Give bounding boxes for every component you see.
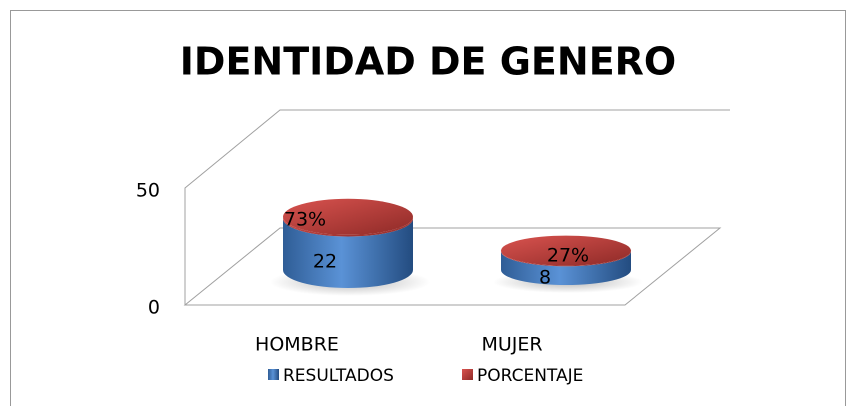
x-tick-label: MUJER <box>481 334 542 356</box>
y-tick-label: 0 <box>148 297 160 319</box>
legend-label: RESULTADOS <box>283 366 394 386</box>
y-tick-label: 50 <box>136 180 160 202</box>
plot-frame <box>183 109 730 306</box>
legend-swatch <box>462 369 473 380</box>
chart-title: IDENTIDAD DE GENERO <box>180 40 676 84</box>
legend-label: PORCENTAJE <box>477 366 583 386</box>
cylinder-top <box>501 235 631 266</box>
cylinder-top <box>283 198 413 235</box>
cylinder-segment <box>501 251 631 285</box>
data-label: 22 <box>313 251 337 273</box>
cylinder-segment <box>283 218 413 288</box>
legend-swatch <box>268 369 279 380</box>
chart-border <box>10 10 846 406</box>
data-label: 8 <box>539 267 551 289</box>
data-label: 27% <box>547 245 589 267</box>
data-label: 73% <box>284 209 326 231</box>
x-tick-label: HOMBRE <box>255 334 339 356</box>
